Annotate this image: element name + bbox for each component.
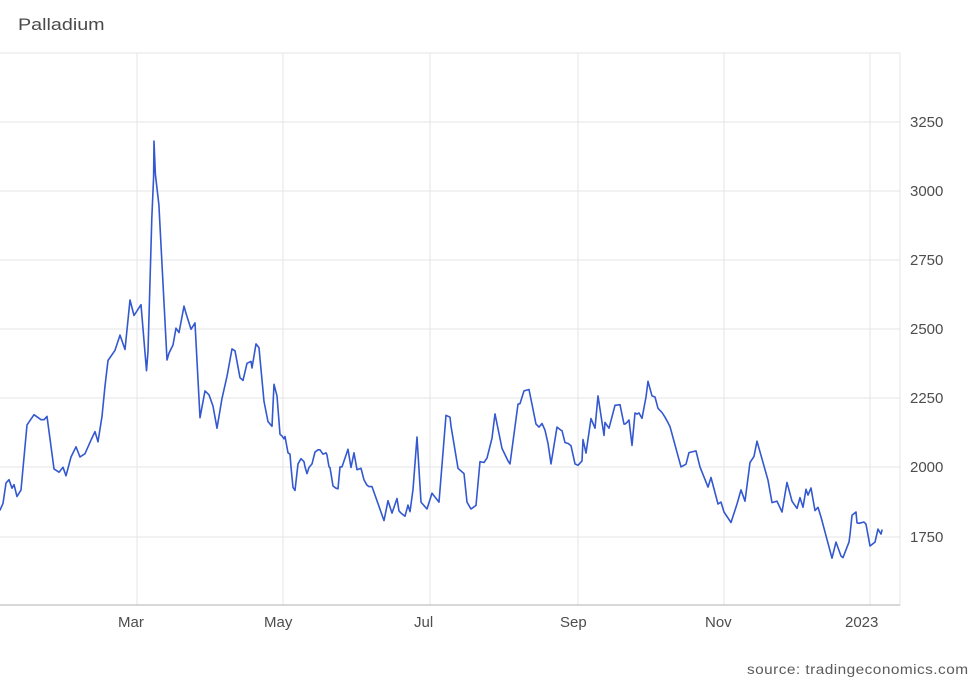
svg-text:May: May (264, 614, 293, 631)
svg-text:2500: 2500 (910, 321, 943, 338)
svg-text:Sep: Sep (560, 614, 587, 631)
svg-text:Nov: Nov (705, 614, 732, 631)
svg-text:2000: 2000 (910, 459, 943, 476)
svg-text:Mar: Mar (118, 614, 144, 631)
svg-text:Jul: Jul (414, 614, 433, 631)
svg-text:3250: 3250 (910, 114, 943, 131)
svg-text:2750: 2750 (910, 252, 943, 269)
svg-text:2250: 2250 (910, 390, 943, 407)
svg-text:3000: 3000 (910, 183, 943, 200)
svg-text:1750: 1750 (910, 529, 943, 546)
svg-text:2023: 2023 (845, 614, 878, 631)
